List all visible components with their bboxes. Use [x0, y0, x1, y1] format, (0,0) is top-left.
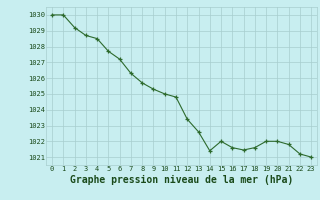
- X-axis label: Graphe pression niveau de la mer (hPa): Graphe pression niveau de la mer (hPa): [70, 175, 293, 185]
